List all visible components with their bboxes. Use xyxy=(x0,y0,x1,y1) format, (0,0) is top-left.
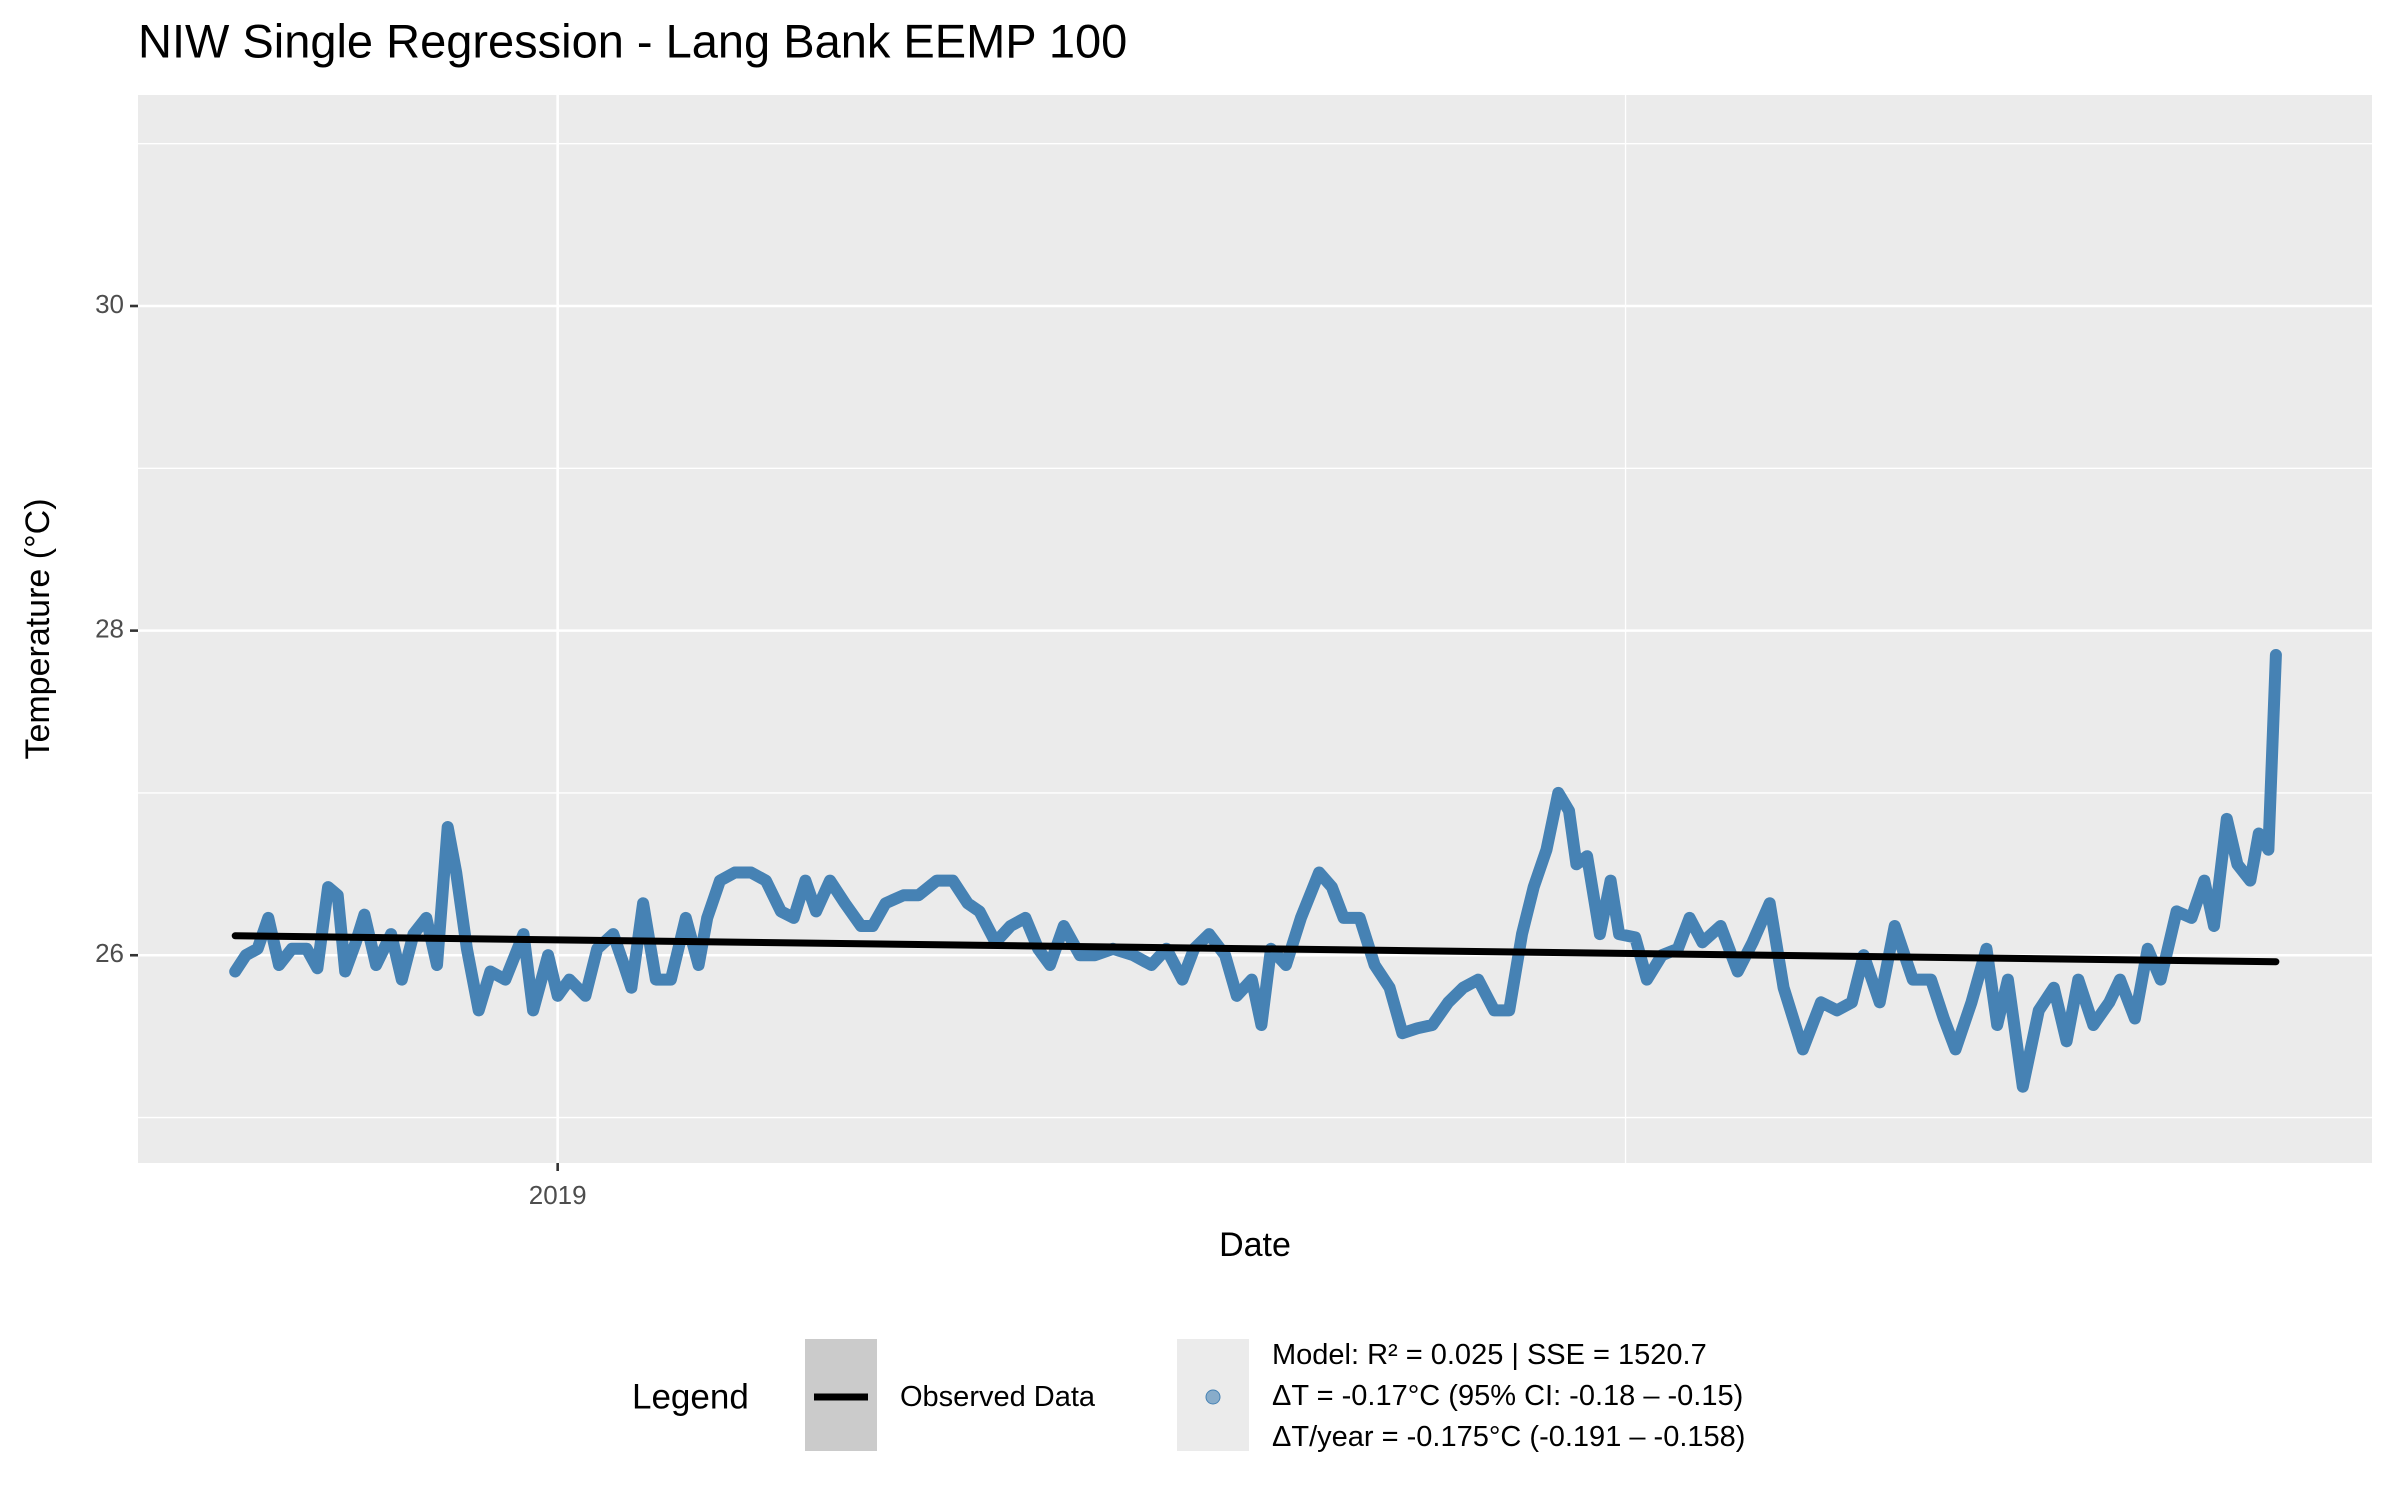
chart-title: NIW Single Regression - Lang Bank EEMP 1… xyxy=(138,14,1127,67)
legend-label: Observed Data xyxy=(900,1381,1096,1413)
series-line xyxy=(229,649,2282,1093)
series-line xyxy=(231,932,2280,966)
legend-label: Model: R² = 0.025 | SSE = 1520.7 ΔT = -0… xyxy=(1272,1339,1746,1453)
x-axis-title: Date xyxy=(1219,1226,1291,1264)
legend-key-point xyxy=(1205,1389,1221,1405)
y-axis-title: Temperature (°C) xyxy=(19,498,57,759)
y-tick-label: 28 xyxy=(95,613,124,643)
legend-title: Legend xyxy=(632,1377,749,1416)
y-tick-label: 26 xyxy=(95,938,124,968)
x-tick-label: 2019 xyxy=(529,1180,587,1210)
y-tick-label: 30 xyxy=(95,289,124,319)
